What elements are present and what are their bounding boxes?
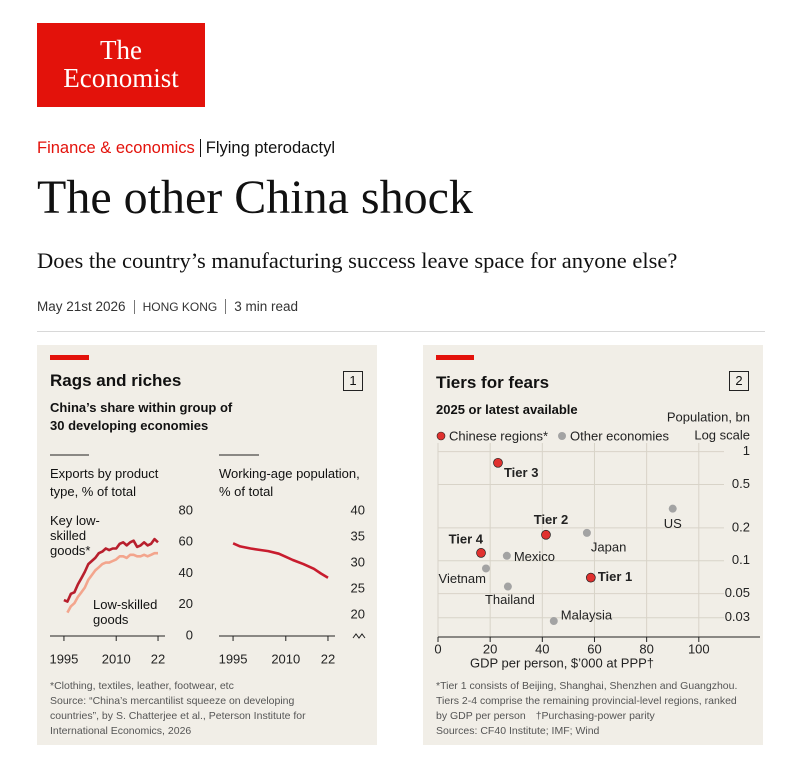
point xyxy=(585,572,596,583)
y-tick-label: 20 xyxy=(351,607,365,622)
point-label: Tier 3 xyxy=(504,465,538,480)
point-label: Vietnam xyxy=(439,571,486,586)
panel-subtitle: 2025 or latest available xyxy=(436,402,578,417)
point-label: Tier 2 xyxy=(534,512,568,527)
note: Sources: CF40 Institute; IMF; Wind xyxy=(436,725,600,737)
axis-break xyxy=(352,633,366,639)
legend-label: Other economies xyxy=(570,428,669,443)
logo[interactable]: The Economist xyxy=(37,23,205,107)
panel-accent xyxy=(436,355,474,360)
y-tick-label: 0 xyxy=(186,627,193,642)
y-tick-label: 35 xyxy=(351,528,365,543)
y-tick-label: 0.5 xyxy=(732,476,750,491)
point-label: Mexico xyxy=(514,549,555,564)
meta: May 21st 2026 HONG KONG 3 min read xyxy=(37,299,299,314)
panel-subtitle: China’s share within group of 30 develop… xyxy=(50,400,233,433)
headline: The other China shock xyxy=(37,171,473,224)
x-tick-label: 1995 xyxy=(219,651,248,666)
panel-title: Rags and riches xyxy=(50,371,182,390)
chart-title: Working-age population, % of total xyxy=(219,466,360,499)
y-tick-label: 60 xyxy=(179,534,193,549)
legend-swatch xyxy=(436,431,446,441)
rubric: Flying pterodactyl xyxy=(199,139,336,157)
y-tick-label: 1 xyxy=(743,443,750,458)
rule xyxy=(37,331,765,332)
standfirst: Does the country’s manufacturing success… xyxy=(37,248,678,273)
legend-swatch xyxy=(558,432,567,440)
location: HONG KONG xyxy=(133,300,218,314)
logo-text: Economist xyxy=(63,63,179,93)
point xyxy=(493,457,503,468)
date: May 21st 2026 xyxy=(37,299,126,314)
y-tick-label: 25 xyxy=(351,581,365,596)
panel-number: 2 xyxy=(729,371,749,391)
notes: *Tier 1 consists of Beijing, Shanghai, S… xyxy=(436,679,746,739)
x-tick-label: 2010 xyxy=(102,651,131,666)
note: *Clothing, textiles, leather, footwear, … xyxy=(50,680,234,692)
point-label: Japan xyxy=(591,539,626,554)
line xyxy=(66,551,158,614)
y-tick-label: 0.03 xyxy=(725,609,750,624)
y-tick-label: 40 xyxy=(351,502,365,517)
series-label: Key low-skilled goods* xyxy=(50,513,100,558)
point xyxy=(582,528,591,537)
section-line: Finance & economics Flying pterodactyl xyxy=(37,139,336,158)
point xyxy=(541,529,551,540)
x-tick-label: 1995 xyxy=(49,651,78,666)
point xyxy=(481,564,490,573)
x-tick-label: 0 xyxy=(434,641,441,656)
y-tick-label: 0.1 xyxy=(732,552,750,567)
log-scale-note: Log scale xyxy=(694,427,750,442)
panel xyxy=(37,345,377,745)
panel xyxy=(423,345,763,745)
point xyxy=(503,582,512,591)
x-tick-label: 40 xyxy=(535,641,549,656)
panel-title: Tiers for fears xyxy=(436,373,550,392)
logo-text: The xyxy=(100,35,142,65)
point xyxy=(502,551,511,560)
read-time: 3 min read xyxy=(225,299,299,314)
note: *Tier 1 consists of Beijing, Shanghai, S… xyxy=(436,680,738,722)
x-tick-label: 60 xyxy=(587,641,601,656)
legend-label: Chinese regions* xyxy=(449,428,548,443)
x-tick-label: 2010 xyxy=(271,651,300,666)
note: Source: “China’s mercantilist squeeze on… xyxy=(50,695,306,737)
note: †Purchasing-power parity xyxy=(535,710,655,722)
x-tick-label: 22 xyxy=(321,651,335,666)
chart-title: Exports by product type, % of total xyxy=(50,466,159,499)
y-tick-label: 0.2 xyxy=(732,519,750,534)
y-tick-label: 80 xyxy=(179,502,193,517)
point-label: Malaysia xyxy=(561,607,613,622)
x-tick-label: 100 xyxy=(688,641,710,656)
y-tick-label: 40 xyxy=(179,565,193,580)
y-tick-label: 30 xyxy=(351,555,365,570)
y-tick-label: 20 xyxy=(179,596,193,611)
line xyxy=(63,537,159,603)
y-tick-label: 0.05 xyxy=(725,585,750,600)
point-label: Thailand xyxy=(485,592,535,607)
section-link[interactable]: Finance & economics xyxy=(37,139,195,157)
x-tick-label: 22 xyxy=(151,651,165,666)
x-tick-label: 20 xyxy=(483,641,497,656)
point-label: Tier 4 xyxy=(449,531,484,546)
point xyxy=(549,617,558,626)
notes: *Clothing, textiles, leather, footwear, … xyxy=(50,679,335,739)
point xyxy=(476,548,486,558)
y-axis-label: Population, bn xyxy=(667,409,750,424)
x-tick-label: 80 xyxy=(639,641,653,656)
point-label: Tier 1 xyxy=(598,569,632,584)
panel-number: 1 xyxy=(343,371,363,391)
series-label: Low-skilled goods xyxy=(93,597,158,627)
point xyxy=(668,504,677,513)
line xyxy=(232,542,329,579)
panel-accent xyxy=(50,355,89,360)
point-label: US xyxy=(664,516,682,531)
x-axis-label: GDP per person, $’000 at PPP† xyxy=(470,655,654,670)
